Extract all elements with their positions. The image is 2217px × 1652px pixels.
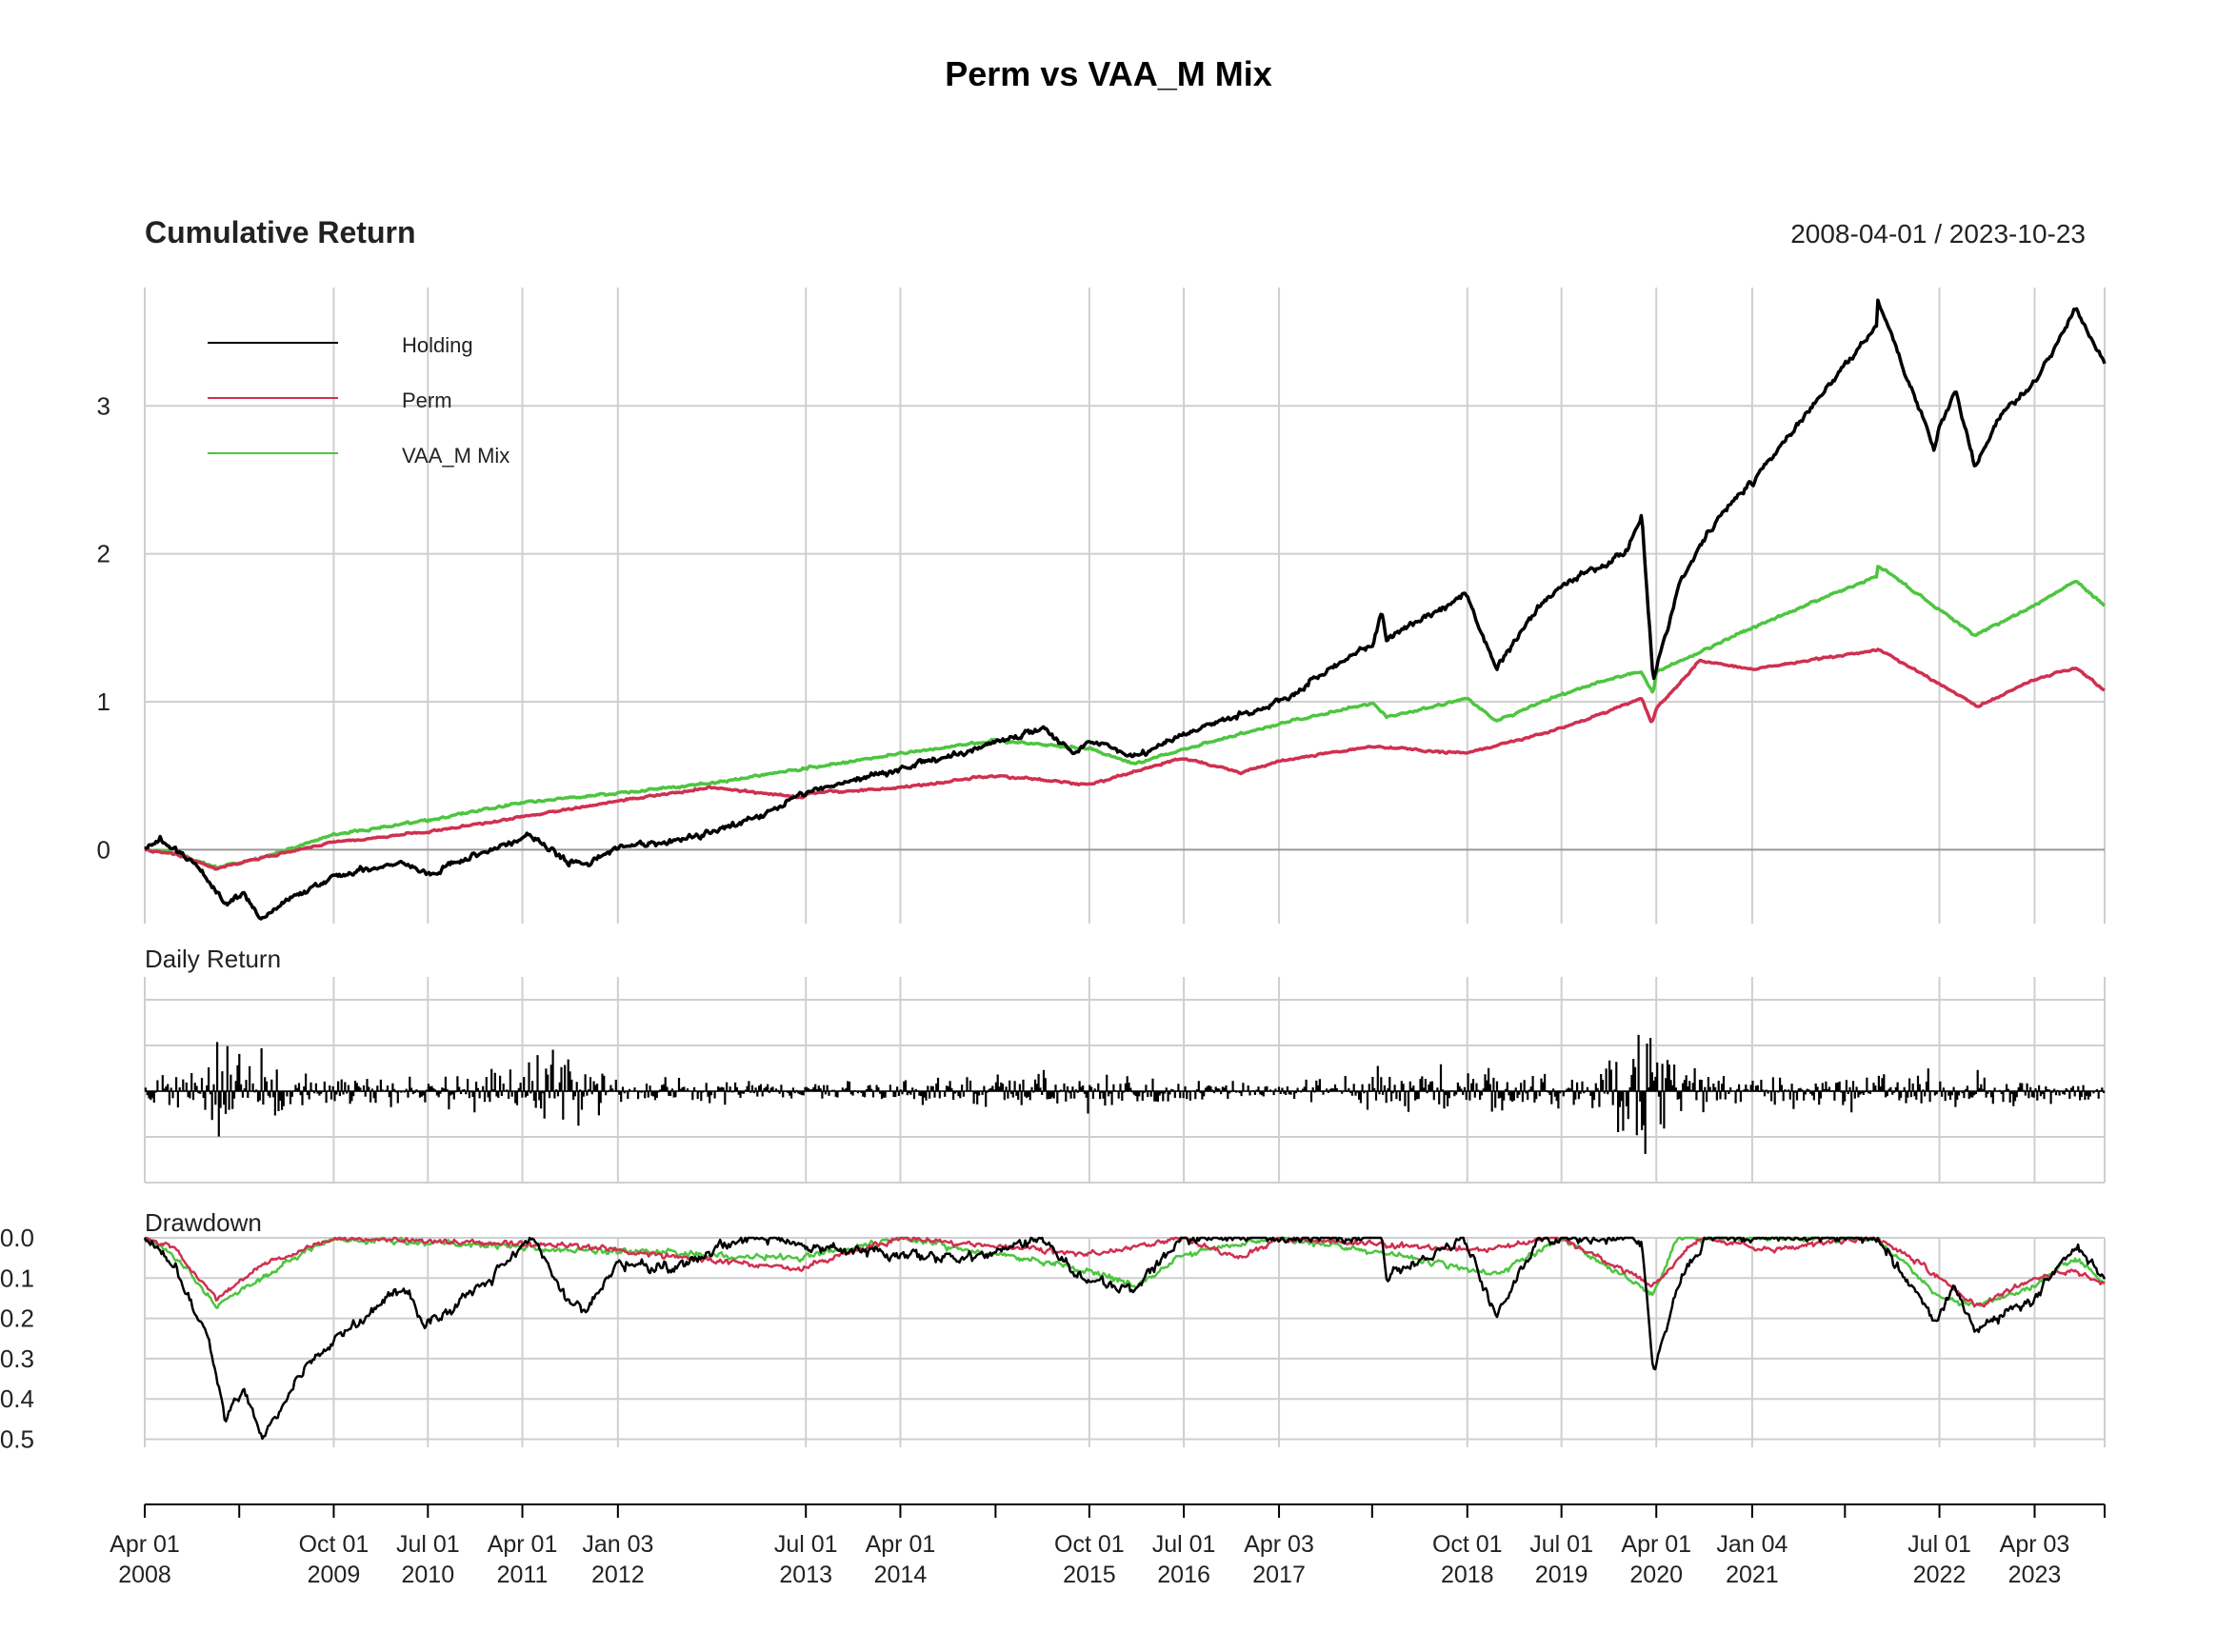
- drawdown-y-tick-label: 0.0: [0, 1224, 34, 1252]
- cumulative-panel-title: Cumulative Return: [145, 215, 415, 249]
- x-tick-label-year: 2013: [779, 1562, 832, 1588]
- legend-entry-vaa-m-mix: VAA_M Mix: [208, 444, 509, 468]
- x-tick-label: Apr 01: [866, 1531, 936, 1558]
- x-tick-label: Jul 01: [396, 1531, 460, 1558]
- x-tick-label-year: 2017: [1252, 1562, 1306, 1588]
- x-tick-label-year: 2022: [1913, 1562, 1967, 1588]
- x-tick-label: Oct 01: [1054, 1531, 1125, 1558]
- drawdown-y-tick-label: -0.5: [0, 1425, 34, 1454]
- x-tick-label: Jul 01: [1529, 1531, 1593, 1558]
- cumulative-series-perm: [144, 647, 2106, 871]
- cumulative-y-tick-label: 0: [97, 835, 110, 864]
- cumulative-y-tick-label: 1: [97, 687, 110, 716]
- legend-entry-holding: Holding: [208, 333, 473, 357]
- x-tick-label-year: 2009: [308, 1562, 361, 1588]
- legend: Holding Perm VAA_M Mix: [208, 333, 509, 468]
- x-tick-label-year: 2021: [1726, 1562, 1779, 1588]
- legend-label-holding: Holding: [402, 333, 473, 357]
- daily-return-panel-title: Daily Return: [145, 945, 281, 973]
- drawdown-series-holding: [143, 1236, 2107, 1441]
- x-tick-label-year: 2012: [591, 1562, 645, 1588]
- cumulative-series-holding: [144, 298, 2107, 921]
- chart-title: Perm vs VAA_M Mix: [945, 54, 1271, 93]
- x-tick-label-year: 2019: [1535, 1562, 1588, 1588]
- x-tick-label-year: 2014: [874, 1562, 928, 1588]
- x-tick-label-year: 2015: [1063, 1562, 1116, 1588]
- date-range-label: 2008-04-01 / 2023-10-23: [1790, 219, 2086, 249]
- drawdown-y-tick-label: -0.4: [0, 1384, 34, 1413]
- cumulative-series-vaa-m-mix: [144, 565, 2106, 870]
- drawdown-panel-title: Drawdown: [145, 1208, 262, 1237]
- x-tick-label: Jul 01: [1907, 1531, 1971, 1558]
- x-tick-label: Apr 03: [2000, 1531, 2070, 1558]
- drawdown-y-tick-label: -0.1: [0, 1264, 34, 1292]
- x-tick-label-year: 2008: [118, 1562, 171, 1588]
- x-tick-label: Apr 01: [110, 1531, 180, 1558]
- x-tick-label-year: 2011: [497, 1562, 549, 1588]
- x-tick-label-year: 2010: [401, 1562, 454, 1588]
- x-tick-label: Jan 04: [1716, 1531, 1788, 1558]
- cumulative-y-tick-label: 3: [97, 391, 110, 420]
- x-tick-label: Apr 03: [1244, 1531, 1314, 1558]
- x-tick-label: Jan 03: [582, 1531, 653, 1558]
- x-tick-label: Oct 01: [299, 1531, 370, 1558]
- legend-label-perm: Perm: [402, 388, 452, 412]
- cumulative-y-tick-label: 2: [97, 540, 110, 568]
- drawdown-y-tick-label: -0.2: [0, 1304, 34, 1333]
- x-tick-label-year: 2020: [1629, 1562, 1683, 1588]
- x-tick-label-year: 2023: [2008, 1562, 2062, 1588]
- drawdown-y-tick-label: -0.3: [0, 1344, 34, 1373]
- legend-entry-perm: Perm: [208, 388, 452, 412]
- x-tick-label: Apr 01: [488, 1531, 558, 1558]
- legend-label-vaa-m-mix: VAA_M Mix: [402, 444, 509, 468]
- x-tick-label-year: 2016: [1157, 1562, 1210, 1588]
- x-tick-label: Jul 01: [1152, 1531, 1216, 1558]
- x-tick-label: Oct 01: [1432, 1531, 1503, 1558]
- x-tick-label: Apr 01: [1621, 1531, 1691, 1558]
- x-tick-label-year: 2018: [1441, 1562, 1494, 1588]
- x-tick-label: Jul 01: [774, 1531, 838, 1558]
- drawdown-series-perm: [144, 1236, 2106, 1308]
